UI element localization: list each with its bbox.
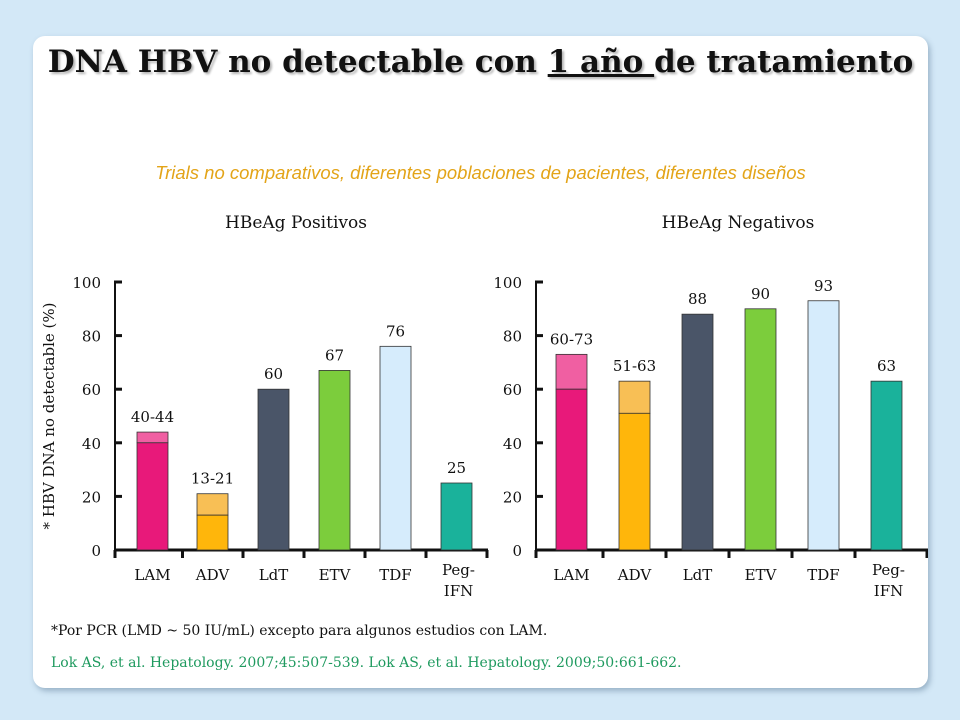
y-tick-label-pos: 0 [91, 542, 101, 560]
y-tick-label-neg: 20 [503, 488, 522, 506]
slide-subtitle: Trials no comparativos, diferentes pobla… [155, 162, 806, 183]
y-tick-label-pos: 80 [82, 328, 101, 346]
bar-neg-etv [744, 308, 777, 551]
data-label-pos-etv: 67 [325, 346, 344, 364]
y-tick-label-neg: 60 [503, 381, 522, 399]
bar-neg-lam-lower [555, 388, 588, 551]
panel-title-pos: HBeAg Positivos [225, 213, 367, 233]
citation: Lok AS, et al. Hepatology. 2007;45:507-5… [51, 655, 682, 671]
bar-pos-tdf [379, 345, 412, 551]
x-tick-label-neg-adv: ADV [617, 566, 653, 584]
y-tick-label-pos: 40 [82, 435, 101, 453]
x-tick-label-neg-peg-ifn: Peg-IFN [872, 561, 905, 600]
data-label-neg-etv: 90 [751, 285, 770, 303]
y-tick-label-neg: 100 [493, 274, 522, 292]
bar-pos-ldt [257, 388, 290, 551]
bar-neg-ldt [681, 313, 714, 551]
x-tick-label-pos-peg-ifn: Peg-IFN [442, 561, 475, 600]
data-label-pos-ldt: 60 [264, 365, 283, 383]
data-label-pos-lam: 40-44 [131, 408, 174, 426]
y-tick-label-pos: 100 [72, 274, 101, 292]
bar-pos-adv-upper [196, 493, 229, 516]
bar-neg-adv-upper [618, 380, 651, 414]
bar-neg-peg-ifn [870, 380, 903, 551]
x-tick-label-neg-lam: LAM [553, 566, 589, 584]
bar-pos-adv-lower [196, 514, 229, 551]
y-tick-label-neg: 80 [503, 328, 522, 346]
data-label-pos-peg-ifn: 25 [447, 459, 466, 477]
title-part2: de tratamiento [654, 44, 914, 80]
data-label-pos-adv: 13-21 [191, 470, 234, 488]
x-tick-label-neg-tdf: TDF [807, 566, 839, 584]
bar-neg-lam-upper [555, 353, 588, 390]
bar-neg-tdf [807, 300, 840, 551]
y-tick-label-pos: 20 [82, 488, 101, 506]
title-part1: DNA HBV no detectable con [47, 44, 548, 80]
bar-pos-peg-ifn [440, 482, 473, 551]
x-tick-label-pos-ldt: LdT [259, 566, 289, 584]
data-label-neg-peg-ifn: 63 [877, 357, 896, 375]
bar-pos-lam-upper [136, 431, 169, 444]
data-label-pos-tdf: 76 [386, 322, 405, 340]
title-underlined: 1 año [547, 44, 655, 80]
bar-neg-adv-lower [618, 412, 651, 551]
bar-pos-etv [318, 370, 351, 551]
data-label-neg-ldt: 88 [688, 290, 707, 308]
footnote: *Por PCR (LMD ~ 50 IU/mL) excepto para a… [51, 623, 548, 639]
data-label-neg-adv: 51-63 [613, 357, 656, 375]
panel-title-neg: HBeAg Negativos [662, 213, 815, 233]
y-axis-label-pos: * HBV DNA no detectable (%) [40, 303, 58, 530]
x-tick-label-neg-etv: ETV [745, 566, 778, 584]
data-label-neg-lam: 60-73 [550, 330, 593, 348]
x-tick-label-pos-tdf: TDF [379, 566, 411, 584]
data-label-neg-tdf: 93 [814, 277, 833, 295]
slide-card: DNA HBV no detectable con 1 año de trata… [33, 36, 928, 688]
slide-title: DNA HBV no detectable con 1 año de trata… [33, 42, 928, 82]
charts-canvas: HBeAg Positivos * HBV DNA no detectable (… [40, 213, 928, 600]
x-tick-label-pos-adv: ADV [195, 566, 231, 584]
bar-pos-lam-lower [136, 442, 169, 551]
y-tick-label-neg: 40 [503, 435, 522, 453]
y-tick-label-pos: 60 [82, 381, 101, 399]
x-tick-label-pos-etv: ETV [319, 566, 352, 584]
y-tick-label-neg: 0 [512, 542, 522, 560]
x-tick-label-pos-lam: LAM [134, 566, 170, 584]
x-tick-label-neg-ldt: LdT [683, 566, 713, 584]
